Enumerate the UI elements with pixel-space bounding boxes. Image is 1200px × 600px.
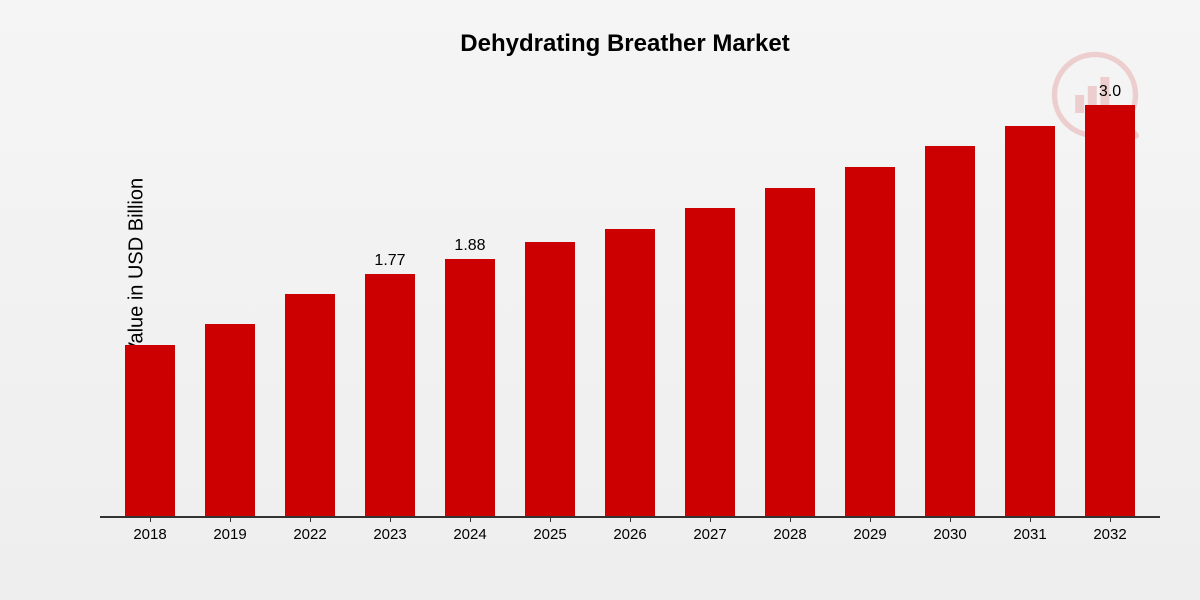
bar-value-label: 3.0 xyxy=(1099,83,1121,101)
chart-container: Dehydrating Breather Market Market Value… xyxy=(0,0,1200,600)
x-axis-tick: 2025 xyxy=(510,526,590,543)
x-axis-tick: 2032 xyxy=(1070,526,1150,543)
bar: 1.88 xyxy=(445,259,495,516)
x-axis-tick: 2018 xyxy=(110,526,190,543)
bars-container: 1.77 1.88 3.0 xyxy=(100,78,1160,516)
x-axis-tick: 2031 xyxy=(990,526,1070,543)
bar-wrapper xyxy=(590,78,670,516)
x-axis-tick: 2027 xyxy=(670,526,750,543)
bar xyxy=(925,146,975,516)
bar-wrapper: 1.77 xyxy=(350,78,430,516)
bar xyxy=(765,188,815,517)
plot-area: 1.77 1.88 3.0 xyxy=(100,78,1160,518)
bar-wrapper xyxy=(190,78,270,516)
x-axis-tick: 2026 xyxy=(590,526,670,543)
bar-wrapper xyxy=(670,78,750,516)
x-axis-tick: 2030 xyxy=(910,526,990,543)
x-axis-tick: 2028 xyxy=(750,526,830,543)
x-axis-tick: 2022 xyxy=(270,526,350,543)
bar xyxy=(1005,126,1055,516)
bar: 3.0 xyxy=(1085,105,1135,516)
bar xyxy=(205,324,255,516)
x-axis-tick: 2023 xyxy=(350,526,430,543)
bar-wrapper xyxy=(750,78,830,516)
bar xyxy=(525,242,575,516)
bar xyxy=(605,229,655,516)
bar-wrapper xyxy=(990,78,1070,516)
x-axis: 2018201920222023202420252026202720282029… xyxy=(100,526,1160,543)
bar xyxy=(285,294,335,516)
bar-value-label: 1.88 xyxy=(454,237,485,255)
bar xyxy=(685,208,735,516)
bar: 1.77 xyxy=(365,274,415,516)
bar-wrapper xyxy=(830,78,910,516)
x-axis-tick: 2024 xyxy=(430,526,510,543)
chart-title: Dehydrating Breather Market xyxy=(90,30,1160,58)
bar-wrapper xyxy=(110,78,190,516)
bar-wrapper xyxy=(270,78,350,516)
bar xyxy=(125,345,175,516)
x-axis-tick: 2019 xyxy=(190,526,270,543)
x-axis-tick: 2029 xyxy=(830,526,910,543)
bar-wrapper xyxy=(910,78,990,516)
bar-wrapper: 1.88 xyxy=(430,78,510,516)
bar-wrapper xyxy=(510,78,590,516)
bar xyxy=(845,167,895,516)
bar-value-label: 1.77 xyxy=(374,252,405,270)
bar-wrapper: 3.0 xyxy=(1070,78,1150,516)
